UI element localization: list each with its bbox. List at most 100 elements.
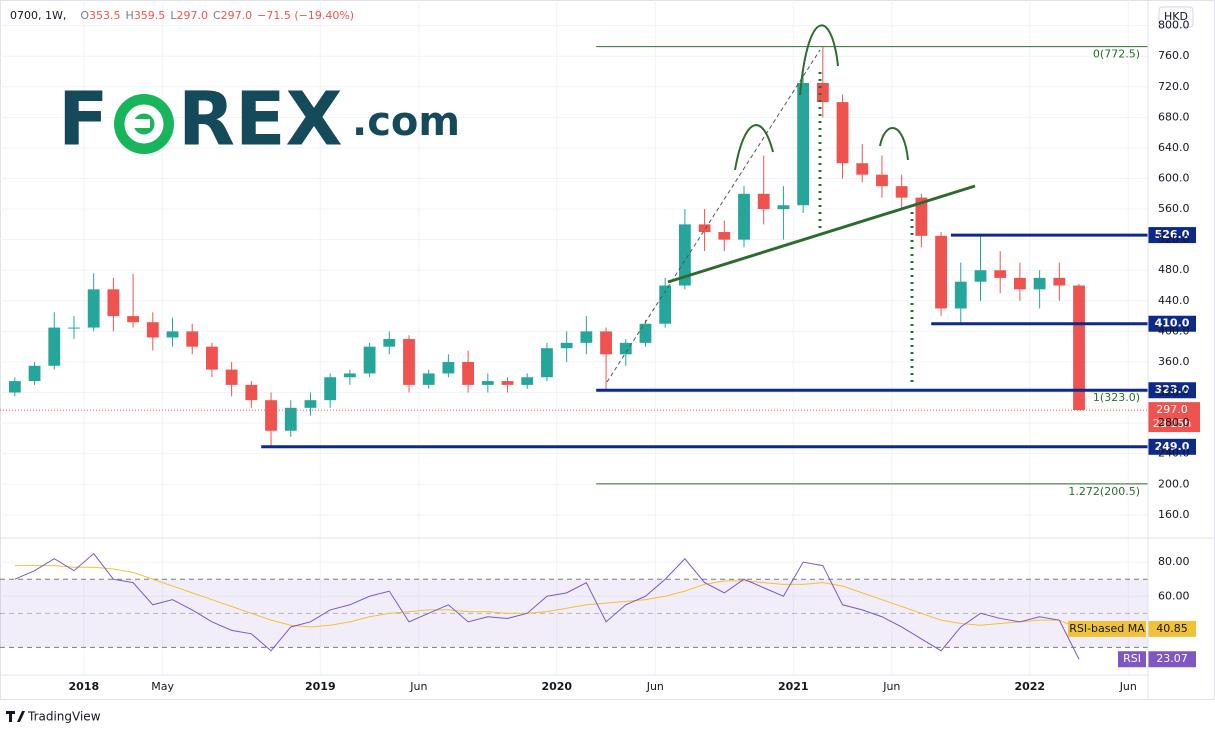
- legend-name: RSI: [1123, 652, 1141, 665]
- x-tick-label: 2022: [1014, 680, 1045, 693]
- y-tick-label: 680.0: [1158, 110, 1190, 123]
- candle-body: [343, 373, 356, 378]
- dashed-trend: [606, 49, 821, 383]
- candle-body: [895, 186, 908, 198]
- candle-body: [422, 373, 435, 385]
- candle-body: [777, 205, 790, 210]
- candle-body: [757, 193, 770, 210]
- overlay: 0(772.5) 1(323.0) 1.272(200.5) 526.0 410.0 32…: [0, 46, 1200, 668]
- neckline: [667, 184, 976, 284]
- candle-body: [954, 281, 967, 309]
- level-label: 249.0: [1155, 440, 1190, 453]
- candle-body: [521, 377, 534, 385]
- x-tick-label: Jun: [1119, 680, 1137, 693]
- last-price-tag: [1148, 402, 1200, 433]
- value-label: 40.85: [1156, 622, 1188, 635]
- field-value: 359.5: [134, 9, 166, 22]
- fib-label: 1(323.0): [1093, 391, 1140, 404]
- candle-body: [146, 322, 159, 338]
- y-tick-label: 240.0: [1158, 447, 1190, 460]
- candle-body: [541, 348, 553, 378]
- y-tick-label: 760.0: [1158, 49, 1190, 62]
- candle-body: [442, 361, 455, 374]
- currency[interactable]: HKD: [1164, 10, 1188, 23]
- candle-body: [698, 224, 711, 233]
- candle-body: [284, 407, 297, 431]
- field-key: O: [80, 9, 89, 22]
- field-key: H: [126, 9, 134, 22]
- y-tick-label: 800.0: [1158, 19, 1190, 32]
- candle-body: [1053, 277, 1066, 286]
- x-tick-label: May: [151, 680, 174, 693]
- y-tick-label: 720.0: [1158, 80, 1190, 93]
- candle-body: [974, 270, 987, 282]
- level-label: 410.0: [1155, 317, 1190, 330]
- y-tick-label: 80.00: [1158, 555, 1190, 568]
- candle-body: [206, 346, 218, 370]
- level-tag: [1148, 227, 1196, 244]
- candle-body: [580, 331, 593, 343]
- y-tick-label: 520.0: [1158, 233, 1190, 246]
- rsi-line: [14, 552, 1080, 660]
- candle-body: [659, 285, 672, 324]
- head: [799, 24, 839, 96]
- candle-body: [816, 82, 829, 103]
- level-label: 526.0: [1155, 228, 1190, 241]
- candle-body: [856, 163, 869, 175]
- field-value: 297.0: [221, 9, 253, 22]
- footer: TradingView: [6, 710, 101, 724]
- candle-body: [8, 381, 21, 393]
- x-tick-label: 2021: [778, 680, 809, 693]
- candle-body: [797, 82, 810, 206]
- candle-body: [1073, 285, 1085, 411]
- y-tick-label: 360.0: [1158, 355, 1190, 368]
- value-label: 23.07: [1156, 652, 1188, 665]
- price-pane: [0, 46, 1148, 660]
- drawings: [606, 24, 976, 386]
- fib-label: 0(772.5): [1093, 48, 1140, 61]
- candle-body: [639, 323, 652, 343]
- candle-body: [68, 327, 80, 329]
- countdown: 2d 15h: [1153, 417, 1191, 430]
- symbol: 0700, 1W,: [10, 9, 66, 22]
- y-tick-label: 320.0: [1158, 386, 1190, 399]
- candle-body: [166, 331, 179, 338]
- candle-body: [600, 331, 612, 355]
- y-tick-label: 200.0: [1158, 477, 1190, 490]
- candle-body: [324, 377, 337, 401]
- candle-body: [127, 316, 140, 323]
- x-tick-label: 2019: [305, 680, 336, 693]
- candle-body: [225, 369, 238, 385]
- candle-body: [738, 193, 750, 240]
- legend-tag: [1068, 620, 1146, 637]
- value-tag: [1148, 620, 1196, 637]
- candle-body: [363, 346, 376, 374]
- field-key: L: [170, 9, 177, 22]
- candle-body: [28, 365, 41, 382]
- x-tick-label: Jun: [646, 680, 664, 693]
- y-tick-label: 560.0: [1158, 202, 1190, 215]
- x-tick-label: Jun: [409, 680, 427, 693]
- candle-body: [481, 381, 494, 385]
- x-tick-label: 2020: [541, 680, 572, 693]
- logo-text: F: [58, 77, 109, 163]
- last-price-label: 297.0: [1156, 403, 1188, 416]
- candle-body: [994, 270, 1007, 278]
- candle-body: [935, 235, 947, 309]
- field-value: 297.0: [176, 9, 208, 22]
- y-tick-label: 280.0: [1158, 416, 1190, 429]
- candle-body: [107, 289, 120, 317]
- fib-label: 1.272(200.5): [1068, 485, 1140, 498]
- level-label: 323.0: [1155, 383, 1190, 396]
- candle-body: [915, 197, 928, 236]
- level-tag: [1148, 382, 1196, 399]
- candle-body: [836, 102, 849, 164]
- y-tick-label: 160.0: [1158, 508, 1190, 521]
- candle-body: [619, 342, 632, 355]
- left-shoulder: [734, 124, 774, 171]
- currency-box[interactable]: [1158, 6, 1194, 28]
- candle-body: [1033, 277, 1046, 290]
- candle-body: [403, 339, 415, 385]
- logo: F REX .com: [58, 77, 460, 163]
- field-value: 353.5: [89, 9, 121, 22]
